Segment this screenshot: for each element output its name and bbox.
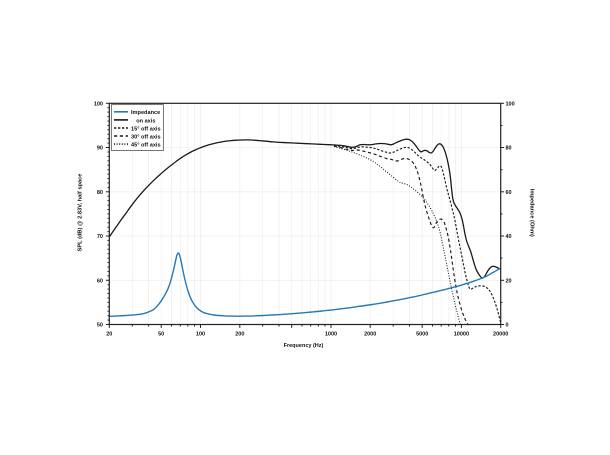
svg-text:90: 90	[97, 146, 103, 152]
svg-text:20: 20	[506, 278, 512, 284]
svg-text:20000: 20000	[493, 332, 508, 338]
svg-text:80: 80	[506, 146, 512, 152]
svg-text:Frequency (Hz): Frequency (Hz)	[284, 343, 324, 349]
svg-text:50: 50	[97, 323, 103, 329]
svg-text:60: 60	[97, 278, 103, 284]
svg-text:15° off axis: 15° off axis	[131, 126, 161, 132]
svg-text:Impedance: Impedance	[131, 110, 160, 116]
svg-text:10000: 10000	[454, 332, 469, 338]
svg-text:100: 100	[506, 101, 515, 107]
svg-text:50: 50	[158, 332, 164, 338]
svg-text:2000: 2000	[364, 332, 376, 338]
svg-text:100: 100	[196, 332, 205, 338]
svg-text:80: 80	[97, 190, 103, 196]
svg-text:60: 60	[506, 190, 512, 196]
svg-text:30° off axis: 30° off axis	[131, 134, 161, 140]
svg-text:on axis: on axis	[136, 118, 155, 124]
svg-text:0: 0	[506, 323, 509, 329]
svg-text:70: 70	[97, 234, 103, 240]
svg-text:5000: 5000	[416, 332, 428, 338]
svg-text:45° off axis: 45° off axis	[131, 143, 161, 149]
svg-text:100: 100	[94, 101, 103, 107]
svg-text:Impedance (Ohm): Impedance (Ohm)	[528, 189, 534, 237]
svg-text:20: 20	[106, 332, 112, 338]
svg-text:SPL (dB) @ 2.83V, half space: SPL (dB) @ 2.83V, half space	[77, 174, 83, 252]
svg-text:40: 40	[506, 234, 512, 240]
svg-text:1000: 1000	[325, 332, 337, 338]
svg-text:200: 200	[235, 332, 244, 338]
